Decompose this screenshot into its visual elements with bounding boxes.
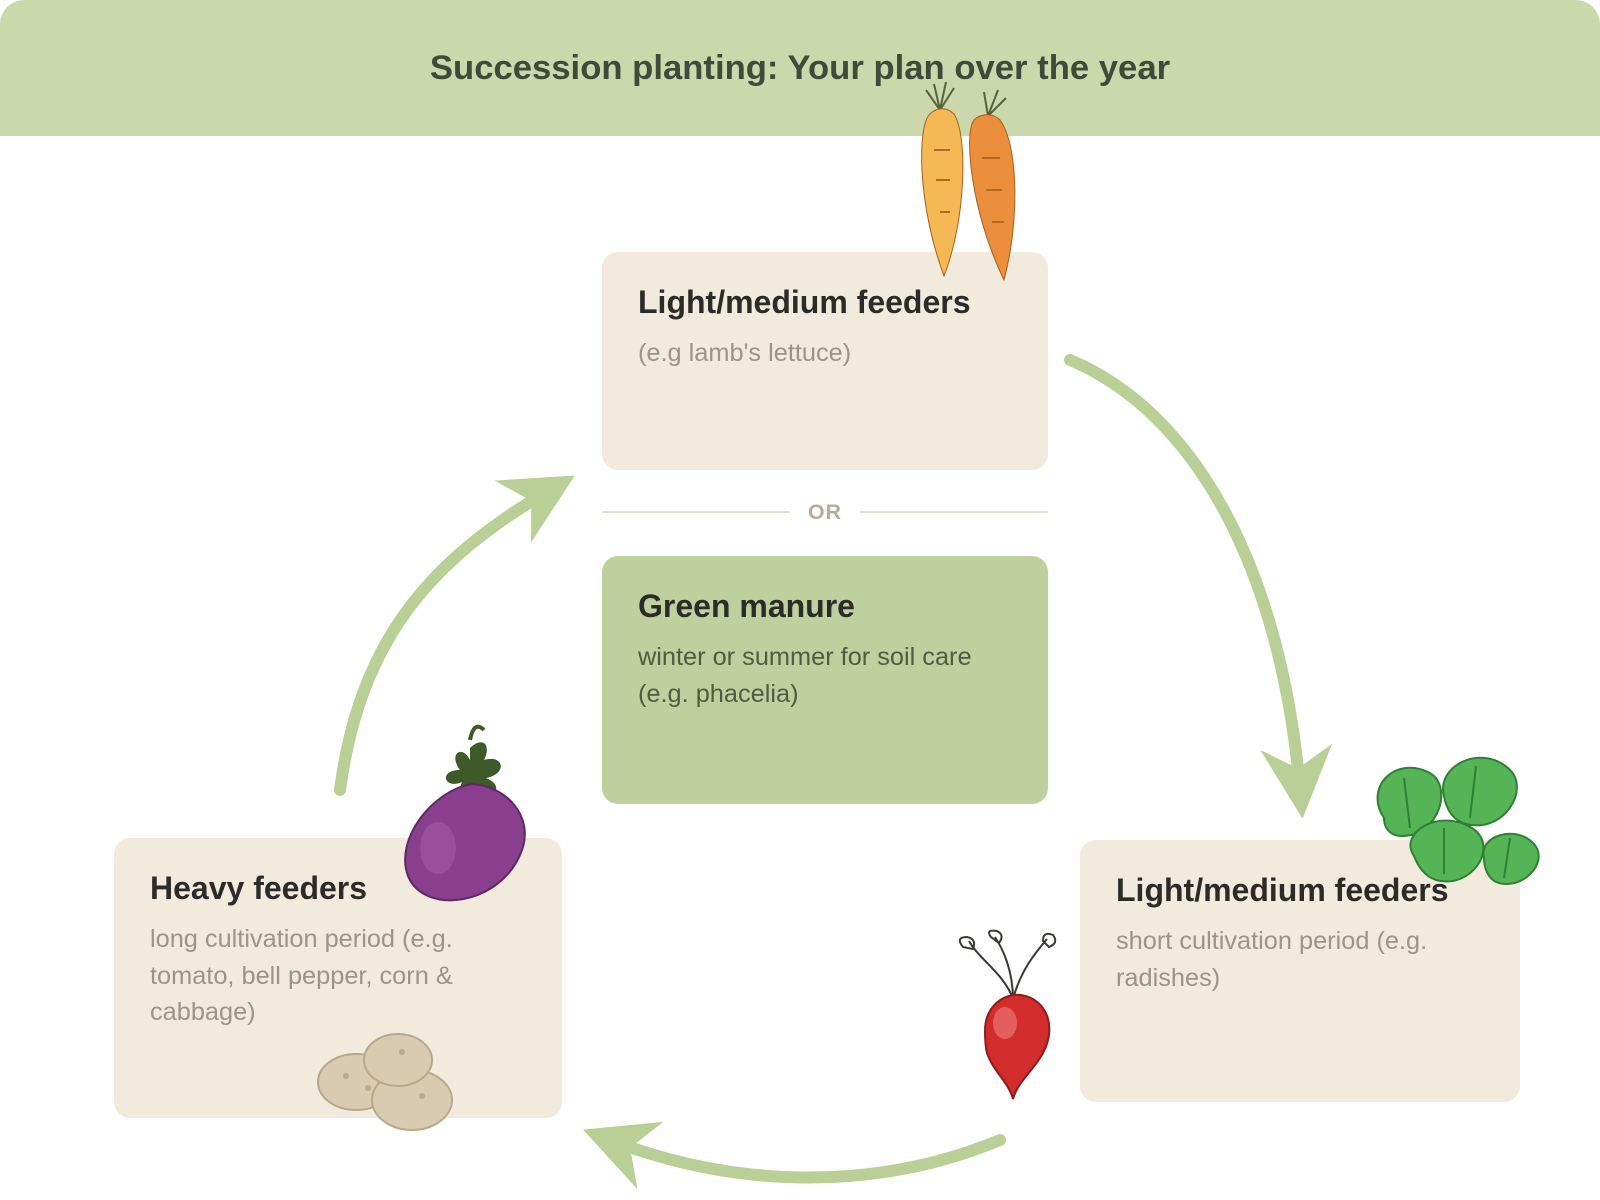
- radish-icon: [939, 935, 1089, 1105]
- or-divider: OR: [602, 492, 1048, 532]
- page-title: Succession planting: Your plan over the …: [430, 49, 1170, 88]
- card-title: Green manure: [638, 588, 1012, 625]
- or-line-left: [602, 511, 790, 513]
- potatoes-icon: [302, 1022, 482, 1142]
- card-subtitle: (e.g lamb's lettuce): [638, 335, 1012, 372]
- eggplant-icon: [374, 730, 534, 910]
- leaves-icon: [1344, 738, 1544, 898]
- cycle-arrow-right-to-left: [610, 1140, 1000, 1178]
- cycle-arrow-top-to-right: [1070, 360, 1300, 790]
- card-subtitle: winter or summer for soil care (e.g. pha…: [638, 639, 1012, 712]
- or-line-right: [860, 511, 1048, 513]
- carrots-icon: [870, 80, 1050, 300]
- infographic-canvas: Succession planting: Your plan over the …: [0, 0, 1600, 1200]
- card-center-green-manure: Green manure winter or summer for soil c…: [602, 556, 1048, 804]
- card-subtitle: long cultivation period (e.g. tomato, be…: [150, 921, 526, 1031]
- or-label: OR: [808, 500, 842, 525]
- card-subtitle: short cultivation period (e.g. radishes): [1116, 923, 1484, 996]
- header-banner: Succession planting: Your plan over the …: [0, 0, 1600, 136]
